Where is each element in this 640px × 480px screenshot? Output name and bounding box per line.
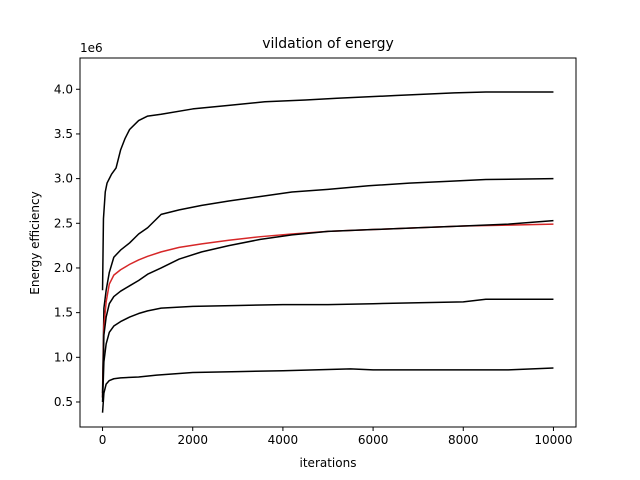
series-line-4 bbox=[101, 219, 554, 398]
plot-frame bbox=[79, 57, 577, 428]
y-offset-label: 1e6 bbox=[80, 41, 103, 55]
x-axis: 0 2000 4000 6000 8000 10000 bbox=[99, 427, 573, 447]
y-tick-label: 2.0 bbox=[54, 261, 73, 275]
series-line-6 bbox=[101, 367, 554, 413]
y-tick-label: 2.5 bbox=[54, 216, 73, 230]
y-tick-label: 1.0 bbox=[54, 350, 73, 364]
x-tick-label: 2000 bbox=[177, 433, 208, 447]
series-line-1 bbox=[101, 91, 554, 291]
series-layer bbox=[101, 91, 554, 413]
y-axis: 0.5 1.0 1.5 2.0 2.5 3.0 3.5 4.0 bbox=[54, 82, 80, 409]
x-tick-label: 8000 bbox=[448, 433, 479, 447]
x-tick-label: 0 bbox=[99, 433, 107, 447]
y-tick-label: 4.0 bbox=[54, 82, 73, 96]
y-tick-label: 1.5 bbox=[54, 306, 73, 320]
x-tick-label: 6000 bbox=[358, 433, 389, 447]
series-line-5 bbox=[101, 298, 554, 403]
y-axis-label: Energy efficiency bbox=[28, 191, 42, 294]
y-tick-label: 0.5 bbox=[54, 395, 73, 409]
x-tick-label: 4000 bbox=[268, 433, 299, 447]
x-axis-label: iterations bbox=[300, 456, 357, 470]
series-line-3 bbox=[101, 223, 554, 398]
y-tick-label: 3.0 bbox=[54, 172, 73, 186]
chart-title: vildation of energy bbox=[262, 36, 394, 52]
y-tick-label: 3.5 bbox=[54, 127, 73, 141]
series-line-2 bbox=[101, 177, 554, 394]
x-tick-label: 10000 bbox=[534, 433, 572, 447]
